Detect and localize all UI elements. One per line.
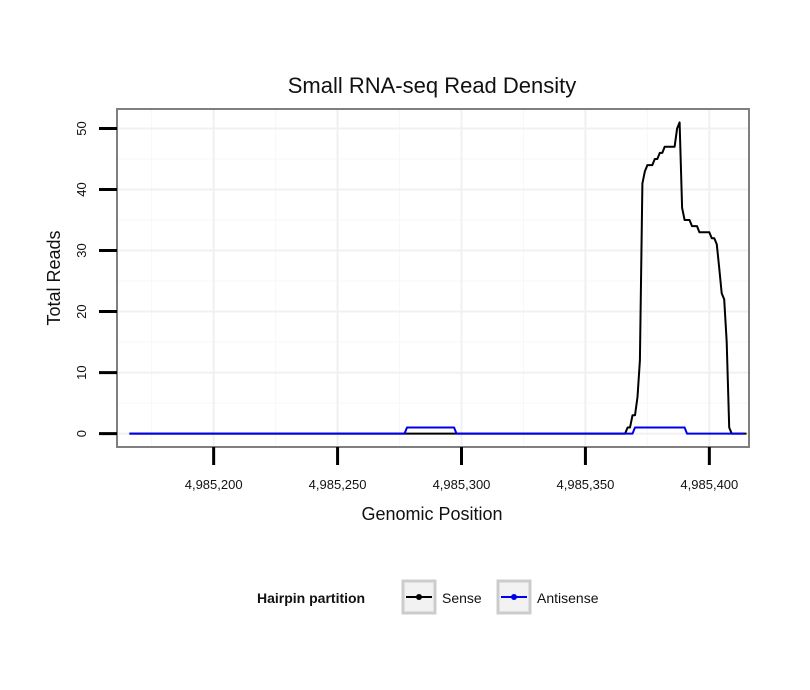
- x-tick-label: 4,985,250: [309, 477, 367, 492]
- series-line-sense: [129, 121, 747, 435]
- y-tick-label: 30: [74, 243, 89, 257]
- x-tick-label: 4,985,300: [433, 477, 491, 492]
- y-tick-label: 40: [74, 182, 89, 196]
- y-axis: 0 10 20 30 40 50: [74, 121, 117, 437]
- chart-title: Small RNA-seq Read Density: [288, 73, 577, 98]
- legend-item-antisense[interactable]: Antisense: [496, 579, 599, 615]
- grid: [117, 109, 749, 447]
- legend-dot-antisense: [511, 594, 517, 600]
- x-tick-label: 4,985,200: [185, 477, 243, 492]
- legend-label-antisense: Antisense: [537, 590, 599, 606]
- series-layer: [129, 121, 747, 435]
- legend-label-sense: Sense: [442, 590, 482, 606]
- plot-panel-border: [116, 108, 750, 448]
- x-axis: 4,985,200 4,985,250 4,985,300 4,985,350 4,98…: [185, 447, 738, 492]
- x-tick-label: 4,985,350: [557, 477, 615, 492]
- x-tick-label: 4,985,400: [680, 477, 738, 492]
- legend: Hairpin partition Sense Antisense: [257, 579, 599, 615]
- legend-dot-sense: [416, 594, 422, 600]
- y-tick-label: 50: [74, 121, 89, 135]
- y-tick-label: 10: [74, 365, 89, 379]
- legend-title: Hairpin partition: [257, 590, 365, 606]
- y-tick-label: 0: [74, 430, 89, 437]
- y-axis-label: Total Reads: [44, 230, 64, 325]
- series-line-antisense: [129, 426, 744, 435]
- legend-item-sense[interactable]: Sense: [401, 579, 482, 615]
- x-axis-label: Genomic Position: [361, 504, 502, 524]
- y-tick-label: 20: [74, 304, 89, 318]
